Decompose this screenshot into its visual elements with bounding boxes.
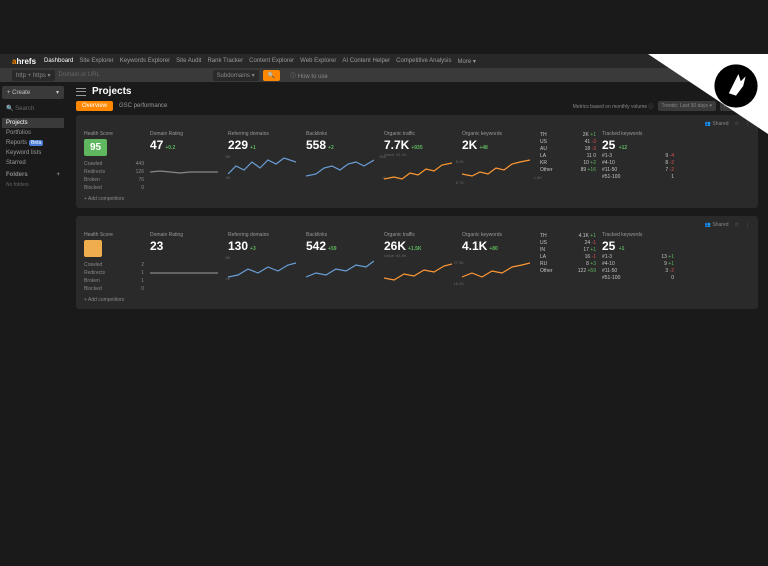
nav-site-explorer[interactable]: Site Explorer — [79, 58, 113, 65]
health-score: Health Score 95 Crawled449Redirects126Br… — [84, 131, 144, 192]
sidebar-portfolios[interactable]: Portfolios — [2, 128, 64, 138]
tracked-keywords: Tracked keywords 25 +1 #1-313 +1#4-109 +… — [602, 232, 674, 281]
nav-more[interactable]: More ▾ — [457, 58, 475, 65]
no-folders-text: No folders — [2, 180, 64, 190]
add-competitors[interactable]: + Add competitors — [84, 297, 750, 303]
search-button[interactable]: 🔍 — [263, 70, 280, 81]
metric-Organic traffic: Organic traffic7.7K+935Value: 91.1K8.2K6… — [384, 131, 456, 185]
create-button[interactable]: + Create▾ — [2, 86, 64, 99]
country-breakdown: TH4.1K +1US24 -1IN17 +1LA16 -1RU8 +3Othe… — [540, 232, 596, 274]
metric-Backlinks: Backlinks542+59 — [306, 232, 378, 281]
shared-button[interactable]: 👥 Shared — [705, 222, 729, 228]
metric-Domain Rating: Domain Rating47+0.28846 — [150, 131, 222, 180]
nav-ai-content-helper[interactable]: AI Content Helper — [342, 58, 390, 65]
nav-rank-tracker[interactable]: Rank Tracker — [207, 58, 243, 65]
star-icon[interactable]: ☆ — [735, 121, 739, 127]
nav-site-audit[interactable]: Site Audit — [176, 58, 201, 65]
metric-Organic traffic: Organic traffic26K+1.5KValue: 84.5K27.3K… — [384, 232, 456, 286]
howto-link[interactable]: ⓘ How to use — [290, 71, 328, 80]
metric-Backlinks: Backlinks558+255811 — [306, 131, 378, 180]
metric-Referring domains: Referring domains130+3 — [228, 232, 300, 281]
menu-icon[interactable] — [76, 88, 86, 96]
sidebar-keyword-lists[interactable]: Keyword lists — [2, 148, 64, 158]
trends-filter[interactable]: Trends: Last 30 days ▾ — [658, 101, 716, 111]
tracked-keywords: Tracked keywords 25 +12 #1-39 -4#4-108 -… — [602, 131, 674, 180]
more-icon[interactable]: ⋮ — [745, 121, 750, 127]
search-bar: http + https ▾ Domain or URL Subdomains … — [0, 68, 768, 82]
metric-Domain Rating: Domain Rating238846 — [150, 232, 222, 281]
more-icon[interactable]: ⋮ — [745, 222, 750, 228]
protocol-select[interactable]: http + https ▾ — [12, 70, 55, 81]
country-breakdown: TH2K +1US41 -3AU18 -3LA11 0KR10 +2Other8… — [540, 131, 596, 173]
brand-logo[interactable]: ahrefs — [12, 57, 36, 66]
metric-Organic keywords: Organic keywords2K+481.6K — [462, 131, 534, 180]
nav-keywords-explorer[interactable]: Keywords Explorer — [120, 58, 170, 65]
subdomain-select[interactable]: Subdomains ▾ — [213, 70, 259, 81]
star-icon[interactable]: ☆ — [735, 222, 739, 228]
sidebar-search[interactable]: 🔍 Search — [2, 103, 64, 114]
nav-web-explorer[interactable]: Web Explorer — [300, 58, 336, 65]
page-title: Projects — [92, 86, 131, 97]
shared-button[interactable]: 👥 Shared — [705, 121, 729, 127]
metrics-note: Metrics based on monthly volume ⓘ — [573, 103, 654, 110]
url-input[interactable]: Domain or URL — [59, 72, 209, 78]
nav-competitive-analysis[interactable]: Competitive Analysis — [396, 58, 451, 65]
metric-Organic keywords: Organic keywords4.1K+80 — [462, 232, 534, 281]
metric-Referring domains: Referring domains229+1 — [228, 131, 300, 180]
nav-content-explorer[interactable]: Content Explorer — [249, 58, 294, 65]
nav-dashboard[interactable]: Dashboard — [44, 58, 73, 65]
project-card: 👥 Shared ☆ ⋮ Health Score 95 Crawled449Red… — [76, 115, 758, 208]
sidebar: + Create▾ 🔍 Search ProjectsPortfoliosRep… — [0, 82, 66, 512]
add-folder-icon[interactable]: + — [56, 172, 60, 178]
folders-header: Folders+ — [2, 168, 64, 180]
add-competitors[interactable]: + Add competitors — [84, 196, 750, 202]
tab-gsc-performance[interactable]: GSC performance — [113, 101, 173, 111]
tab-overview[interactable]: Overview — [76, 101, 113, 111]
main-nav: Dashboard Site Explorer Keywords Explorer S… — [44, 58, 476, 65]
project-card: 👥 Shared ☆ ⋮ Health Score Crawled2Redirect… — [76, 216, 758, 309]
sidebar-starred[interactable]: Starred — [2, 158, 64, 168]
sidebar-reports[interactable]: ReportsBeta — [2, 138, 64, 148]
health-score: Health Score Crawled2Redirects1Broken1Bl… — [84, 232, 144, 293]
content-area: Projects OverviewGSC performance Metrics… — [66, 82, 768, 512]
sidebar-projects[interactable]: Projects — [2, 118, 64, 128]
